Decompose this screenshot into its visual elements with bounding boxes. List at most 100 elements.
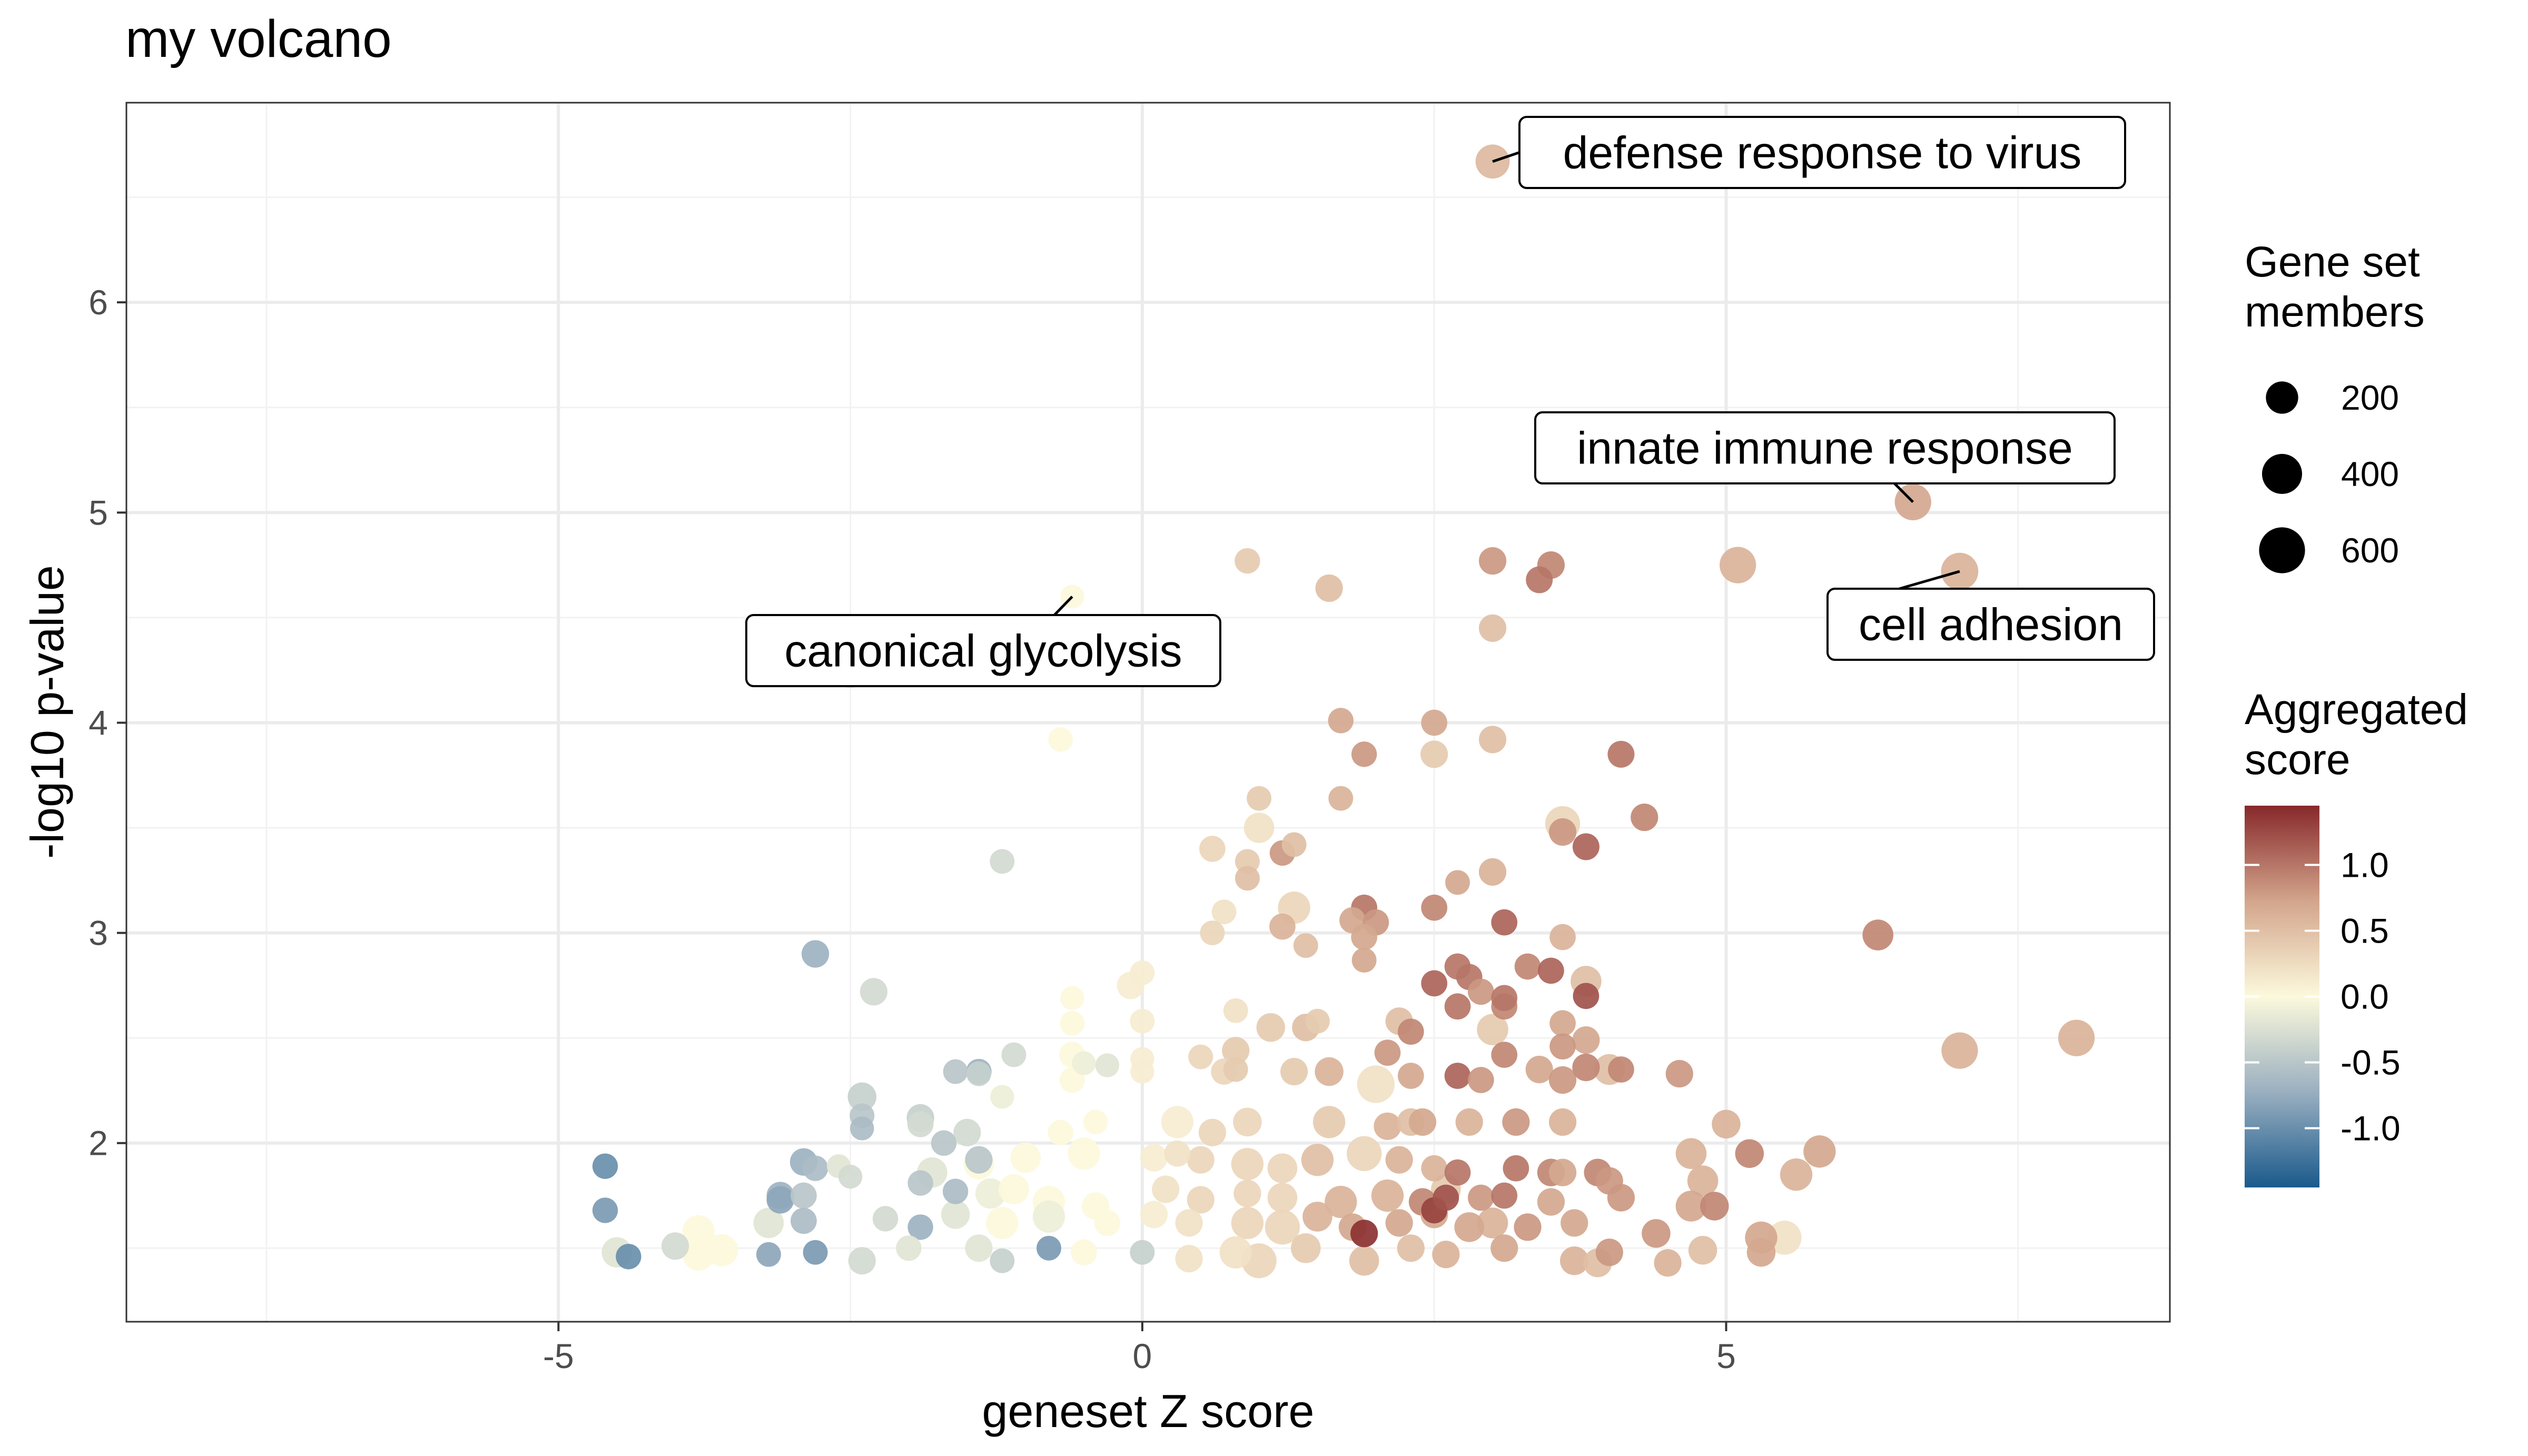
data-point — [1305, 1008, 1330, 1034]
data-point — [1010, 1142, 1041, 1173]
data-point — [965, 1234, 993, 1262]
data-point — [592, 1153, 618, 1179]
color-legend-ticks: 1.0 0.5 0.0 -0.5 -1.0 — [2245, 846, 2401, 1148]
x-tick-label: -5 — [543, 1336, 574, 1375]
data-point — [1548, 1158, 1577, 1186]
data-point — [1478, 858, 1507, 886]
data-point — [1350, 1220, 1378, 1247]
data-point — [907, 1214, 933, 1240]
data-point — [907, 1170, 933, 1196]
data-point — [1199, 836, 1226, 862]
data-point — [986, 1206, 1019, 1240]
data-point — [1665, 1059, 1693, 1088]
data-point — [1223, 998, 1248, 1023]
data-point — [802, 940, 829, 968]
data-point — [1351, 924, 1378, 950]
data-point — [1269, 913, 1296, 940]
data-point — [1001, 1042, 1026, 1067]
annotation-label-box — [1826, 588, 2155, 661]
data-point — [850, 1116, 874, 1141]
data-point — [1941, 552, 1979, 590]
data-point — [1267, 1153, 1298, 1183]
data-point — [1130, 1008, 1155, 1034]
data-point — [706, 1234, 738, 1266]
data-point — [1455, 1108, 1483, 1136]
data-point — [1140, 1201, 1168, 1229]
data-point — [1385, 1209, 1413, 1237]
data-point — [1328, 708, 1354, 734]
data-point — [1048, 1120, 1073, 1145]
data-point — [1351, 948, 1377, 973]
size-legend-keys: 200 400 600 — [2259, 378, 2399, 573]
data-point — [1478, 614, 1507, 642]
data-point — [1152, 1175, 1180, 1203]
data-point — [592, 1197, 618, 1223]
data-point — [1302, 1202, 1332, 1232]
data-point — [1675, 1138, 1707, 1169]
data-point — [1572, 1053, 1600, 1082]
data-point — [990, 1085, 1014, 1109]
data-point — [1235, 866, 1260, 891]
data-point — [1538, 957, 1564, 984]
data-point — [1561, 1209, 1588, 1237]
data-point — [1315, 574, 1343, 602]
data-point — [1526, 566, 1553, 593]
data-point — [1164, 1140, 1191, 1167]
data-point — [1280, 1057, 1308, 1086]
x-axis: -5 0 5 — [543, 1322, 1736, 1375]
data-point — [1445, 870, 1470, 895]
data-point — [1560, 1246, 1589, 1275]
data-point — [802, 1155, 828, 1181]
color-legend-title-line-1: Aggregated — [2245, 686, 2468, 734]
data-point — [1083, 1110, 1108, 1135]
data-point — [1219, 1236, 1252, 1269]
data-point — [1328, 786, 1354, 811]
data-point — [1397, 1018, 1424, 1045]
data-point — [1247, 786, 1272, 811]
data-point — [1491, 1042, 1518, 1068]
data-point — [616, 1244, 641, 1270]
data-point — [1548, 818, 1577, 846]
data-point — [1491, 1182, 1518, 1209]
data-point — [1243, 813, 1275, 843]
data-point — [1312, 1106, 1346, 1138]
y-tick-label: 5 — [88, 493, 108, 532]
data-point — [756, 1242, 781, 1267]
data-point — [1491, 985, 1518, 1012]
data-point — [975, 1178, 1006, 1209]
data-point — [1433, 1184, 1459, 1211]
data-point — [1525, 1055, 1553, 1084]
annotations-layer: defense response to virus innate immune r… — [745, 116, 2155, 687]
data-point — [1468, 978, 1494, 1005]
data-point — [1572, 1026, 1600, 1054]
data-point — [872, 1206, 898, 1232]
data-point — [1291, 1233, 1321, 1263]
data-point — [1068, 1137, 1100, 1170]
data-point — [1267, 1183, 1298, 1213]
data-point — [1548, 1066, 1577, 1094]
data-point — [1720, 547, 1756, 583]
data-point — [1444, 993, 1471, 1020]
data-point — [1444, 1063, 1471, 1089]
data-point — [766, 1186, 794, 1214]
data-point — [1421, 1155, 1448, 1182]
data-point — [953, 1118, 981, 1146]
data-point — [848, 1247, 876, 1275]
annotation-leader-line — [1492, 151, 1520, 163]
data-point — [1420, 740, 1448, 768]
data-point — [1642, 1219, 1671, 1248]
data-point — [1233, 1180, 1261, 1207]
data-point — [1572, 833, 1599, 860]
data-point — [1187, 1146, 1214, 1174]
size-legend-key — [2266, 381, 2298, 414]
data-point — [803, 1240, 828, 1265]
data-point — [1408, 1108, 1437, 1136]
data-point — [1397, 1234, 1425, 1262]
size-legend-key — [2262, 454, 2302, 494]
data-point — [1374, 1039, 1401, 1066]
data-point — [965, 1146, 993, 1174]
data-point — [1374, 1112, 1401, 1140]
data-point — [1072, 1051, 1096, 1075]
data-point — [1349, 1245, 1379, 1276]
